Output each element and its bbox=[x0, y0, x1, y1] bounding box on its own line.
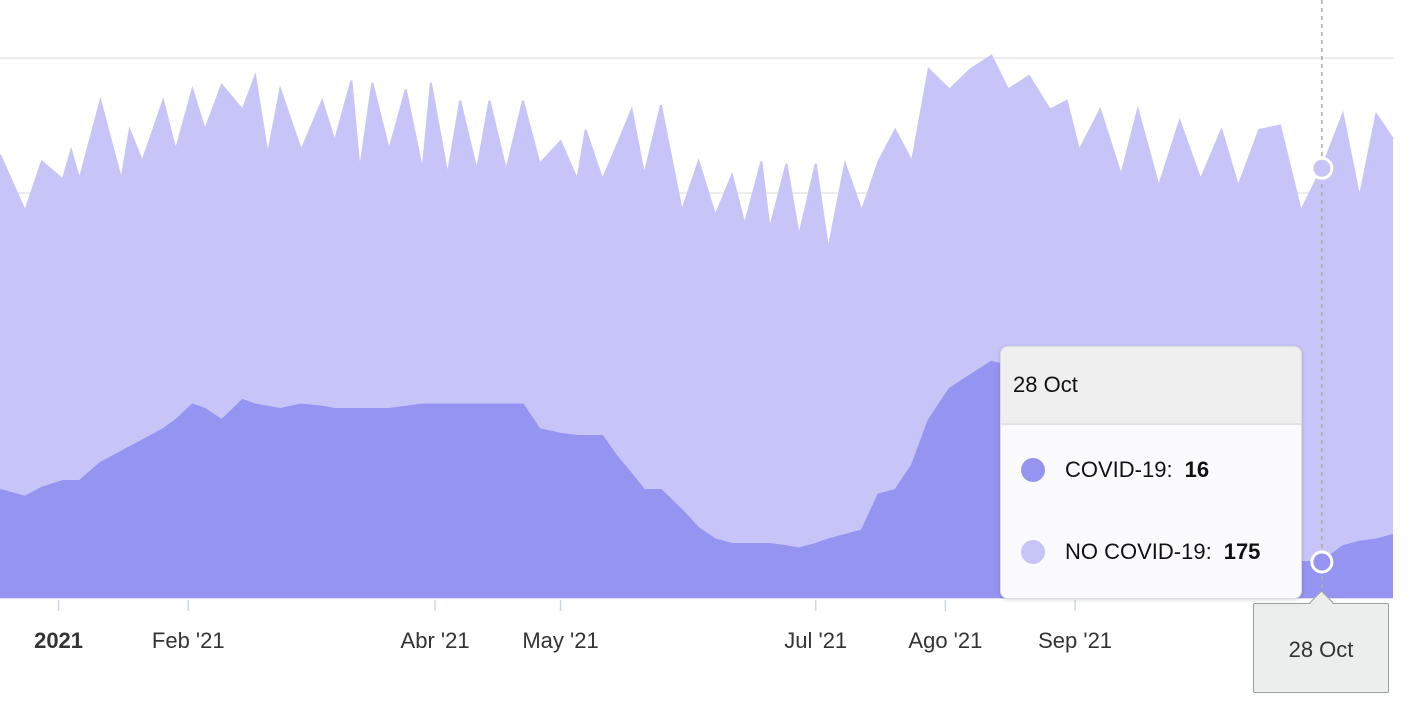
series-dot-icon bbox=[1021, 458, 1045, 482]
tooltip-series-value: 16 bbox=[1184, 457, 1210, 482]
x-tick-label: Sep '21 bbox=[1038, 628, 1112, 653]
tooltip-series-label: COVID-19: bbox=[1065, 457, 1173, 482]
hover-marker bbox=[1310, 156, 1334, 180]
tooltip: 28 Oct COVID-19: 16 NO COVID-19: 175 bbox=[1000, 346, 1302, 599]
x-tick-label: Abr '21 bbox=[401, 628, 470, 653]
x-tick-label: 2021 bbox=[34, 628, 83, 653]
series-no-covid bbox=[0, 54, 1394, 562]
tooltip-series-label: NO COVID-19: bbox=[1065, 539, 1212, 564]
tooltip-row-covid: COVID-19: 16 bbox=[1021, 457, 1209, 483]
crosshair-x-label: 28 Oct bbox=[1253, 603, 1389, 693]
hover-marker bbox=[1310, 550, 1334, 574]
x-tick-label: Jul '21 bbox=[784, 628, 847, 653]
tooltip-series-value: 175 bbox=[1223, 539, 1261, 564]
area-no-covid bbox=[0, 55, 1393, 562]
x-tick-label: Feb '21 bbox=[152, 628, 225, 653]
x-tick-label: May '21 bbox=[522, 628, 598, 653]
tooltip-date: 28 Oct bbox=[1001, 347, 1301, 425]
x-axis: 2021 Feb '21 Abr '21 May '21 Jul '21 Ago '21 S… bbox=[34, 600, 1112, 653]
tooltip-row-no-covid: NO COVID-19: 175 bbox=[1021, 539, 1260, 565]
hover-markers bbox=[1310, 156, 1334, 574]
x-tick-label: Ago '21 bbox=[908, 628, 982, 653]
series-dot-icon bbox=[1021, 540, 1045, 564]
